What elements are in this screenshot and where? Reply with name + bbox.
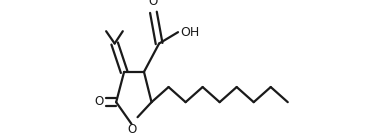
Text: OH: OH [180,26,200,39]
Text: O: O [94,95,103,108]
Text: O: O [149,0,158,8]
Text: O: O [128,123,137,136]
